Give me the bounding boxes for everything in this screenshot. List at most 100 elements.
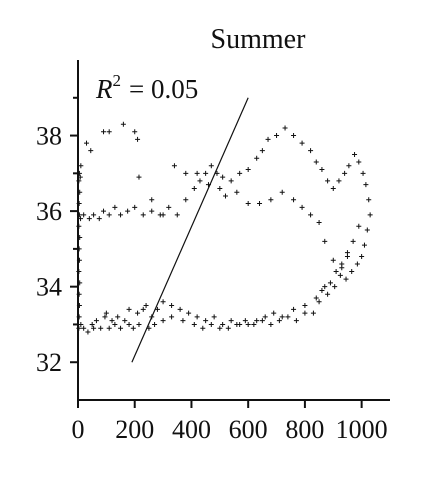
data-point: [76, 201, 82, 207]
data-point: [91, 212, 97, 218]
data-point: [268, 197, 274, 203]
data-point: [225, 325, 231, 331]
data-point: [325, 178, 331, 184]
y-tick-label: 38: [36, 122, 62, 151]
data-point: [81, 325, 87, 331]
data-point: [222, 193, 228, 199]
data-point: [169, 303, 175, 309]
data-points: [76, 121, 373, 335]
data-point: [135, 310, 141, 316]
data-point: [203, 170, 209, 176]
data-point: [344, 253, 350, 259]
data-point: [143, 303, 149, 309]
data-point: [112, 321, 118, 327]
data-point: [361, 242, 367, 248]
data-point: [302, 310, 308, 316]
data-point: [102, 314, 108, 320]
data-point: [78, 216, 84, 222]
data-point: [265, 136, 271, 142]
data-point: [76, 212, 82, 218]
data-point: [208, 321, 214, 327]
data-point: [183, 197, 189, 203]
data-point: [112, 204, 118, 210]
r-squared-annotation: R2 = 0.05: [95, 71, 198, 104]
data-point: [332, 284, 338, 290]
data-point: [76, 170, 82, 176]
data-point: [78, 163, 84, 169]
data-point: [135, 136, 141, 142]
data-point: [259, 318, 265, 324]
data-point: [200, 325, 206, 331]
y-tick-label: 34: [36, 273, 62, 302]
data-point: [349, 269, 355, 275]
data-point: [96, 216, 102, 222]
data-point: [291, 197, 297, 203]
data-point: [76, 246, 82, 252]
data-point: [93, 318, 99, 324]
data-point: [101, 208, 107, 214]
data-point: [106, 212, 112, 218]
data-point: [322, 284, 328, 290]
data-point: [350, 238, 356, 244]
x-tick-label: 1000: [336, 415, 388, 444]
data-point: [316, 219, 322, 225]
r2-value: = 0.05: [129, 74, 198, 104]
data-point: [276, 318, 282, 324]
x-tick-label: 200: [115, 415, 154, 444]
data-point: [251, 321, 257, 327]
data-point: [245, 321, 251, 327]
data-point: [180, 318, 186, 324]
data-point: [313, 295, 319, 301]
data-point: [342, 170, 348, 176]
axes: 32 34 36 38 0 200 400 600 800 1000: [36, 60, 390, 444]
data-point: [302, 303, 308, 309]
data-point: [327, 280, 333, 286]
data-point: [319, 167, 325, 173]
data-point: [208, 163, 214, 169]
data-point: [106, 129, 112, 135]
data-point: [122, 318, 128, 324]
data-point: [228, 178, 234, 184]
data-point: [308, 212, 314, 218]
data-point: [346, 163, 352, 169]
data-point: [86, 216, 92, 222]
data-point: [120, 121, 126, 127]
data-point: [356, 223, 362, 229]
data-point: [319, 287, 325, 293]
data-point: [118, 212, 124, 218]
data-point: [76, 325, 82, 331]
data-point: [126, 321, 132, 327]
data-point: [330, 185, 336, 191]
data-point: [126, 306, 132, 312]
data-point: [118, 325, 124, 331]
data-point: [234, 321, 240, 327]
x-tick-label: 0: [72, 415, 85, 444]
regression-line-group: [131, 97, 249, 363]
data-point: [191, 321, 197, 327]
data-point: [109, 318, 115, 324]
data-point: [237, 170, 243, 176]
x-tick-label: 600: [229, 415, 268, 444]
data-point: [337, 272, 343, 278]
r2-label: R: [95, 74, 113, 104]
data-point: [359, 253, 365, 259]
y-tick-label: 32: [36, 348, 62, 377]
data-point: [254, 155, 260, 161]
data-point: [279, 314, 285, 320]
data-point: [76, 223, 82, 229]
data-point: [211, 314, 217, 320]
data-point: [125, 208, 131, 214]
r2-exponent: 2: [113, 71, 122, 90]
data-point: [364, 227, 370, 233]
x-tick-label: 800: [285, 415, 324, 444]
data-point: [360, 170, 366, 176]
data-point: [242, 318, 248, 324]
data-point: [76, 257, 82, 263]
data-point: [254, 318, 260, 324]
data-point: [132, 204, 138, 210]
data-point: [274, 133, 280, 139]
data-point: [149, 197, 155, 203]
chart-title: Summer: [211, 24, 307, 55]
